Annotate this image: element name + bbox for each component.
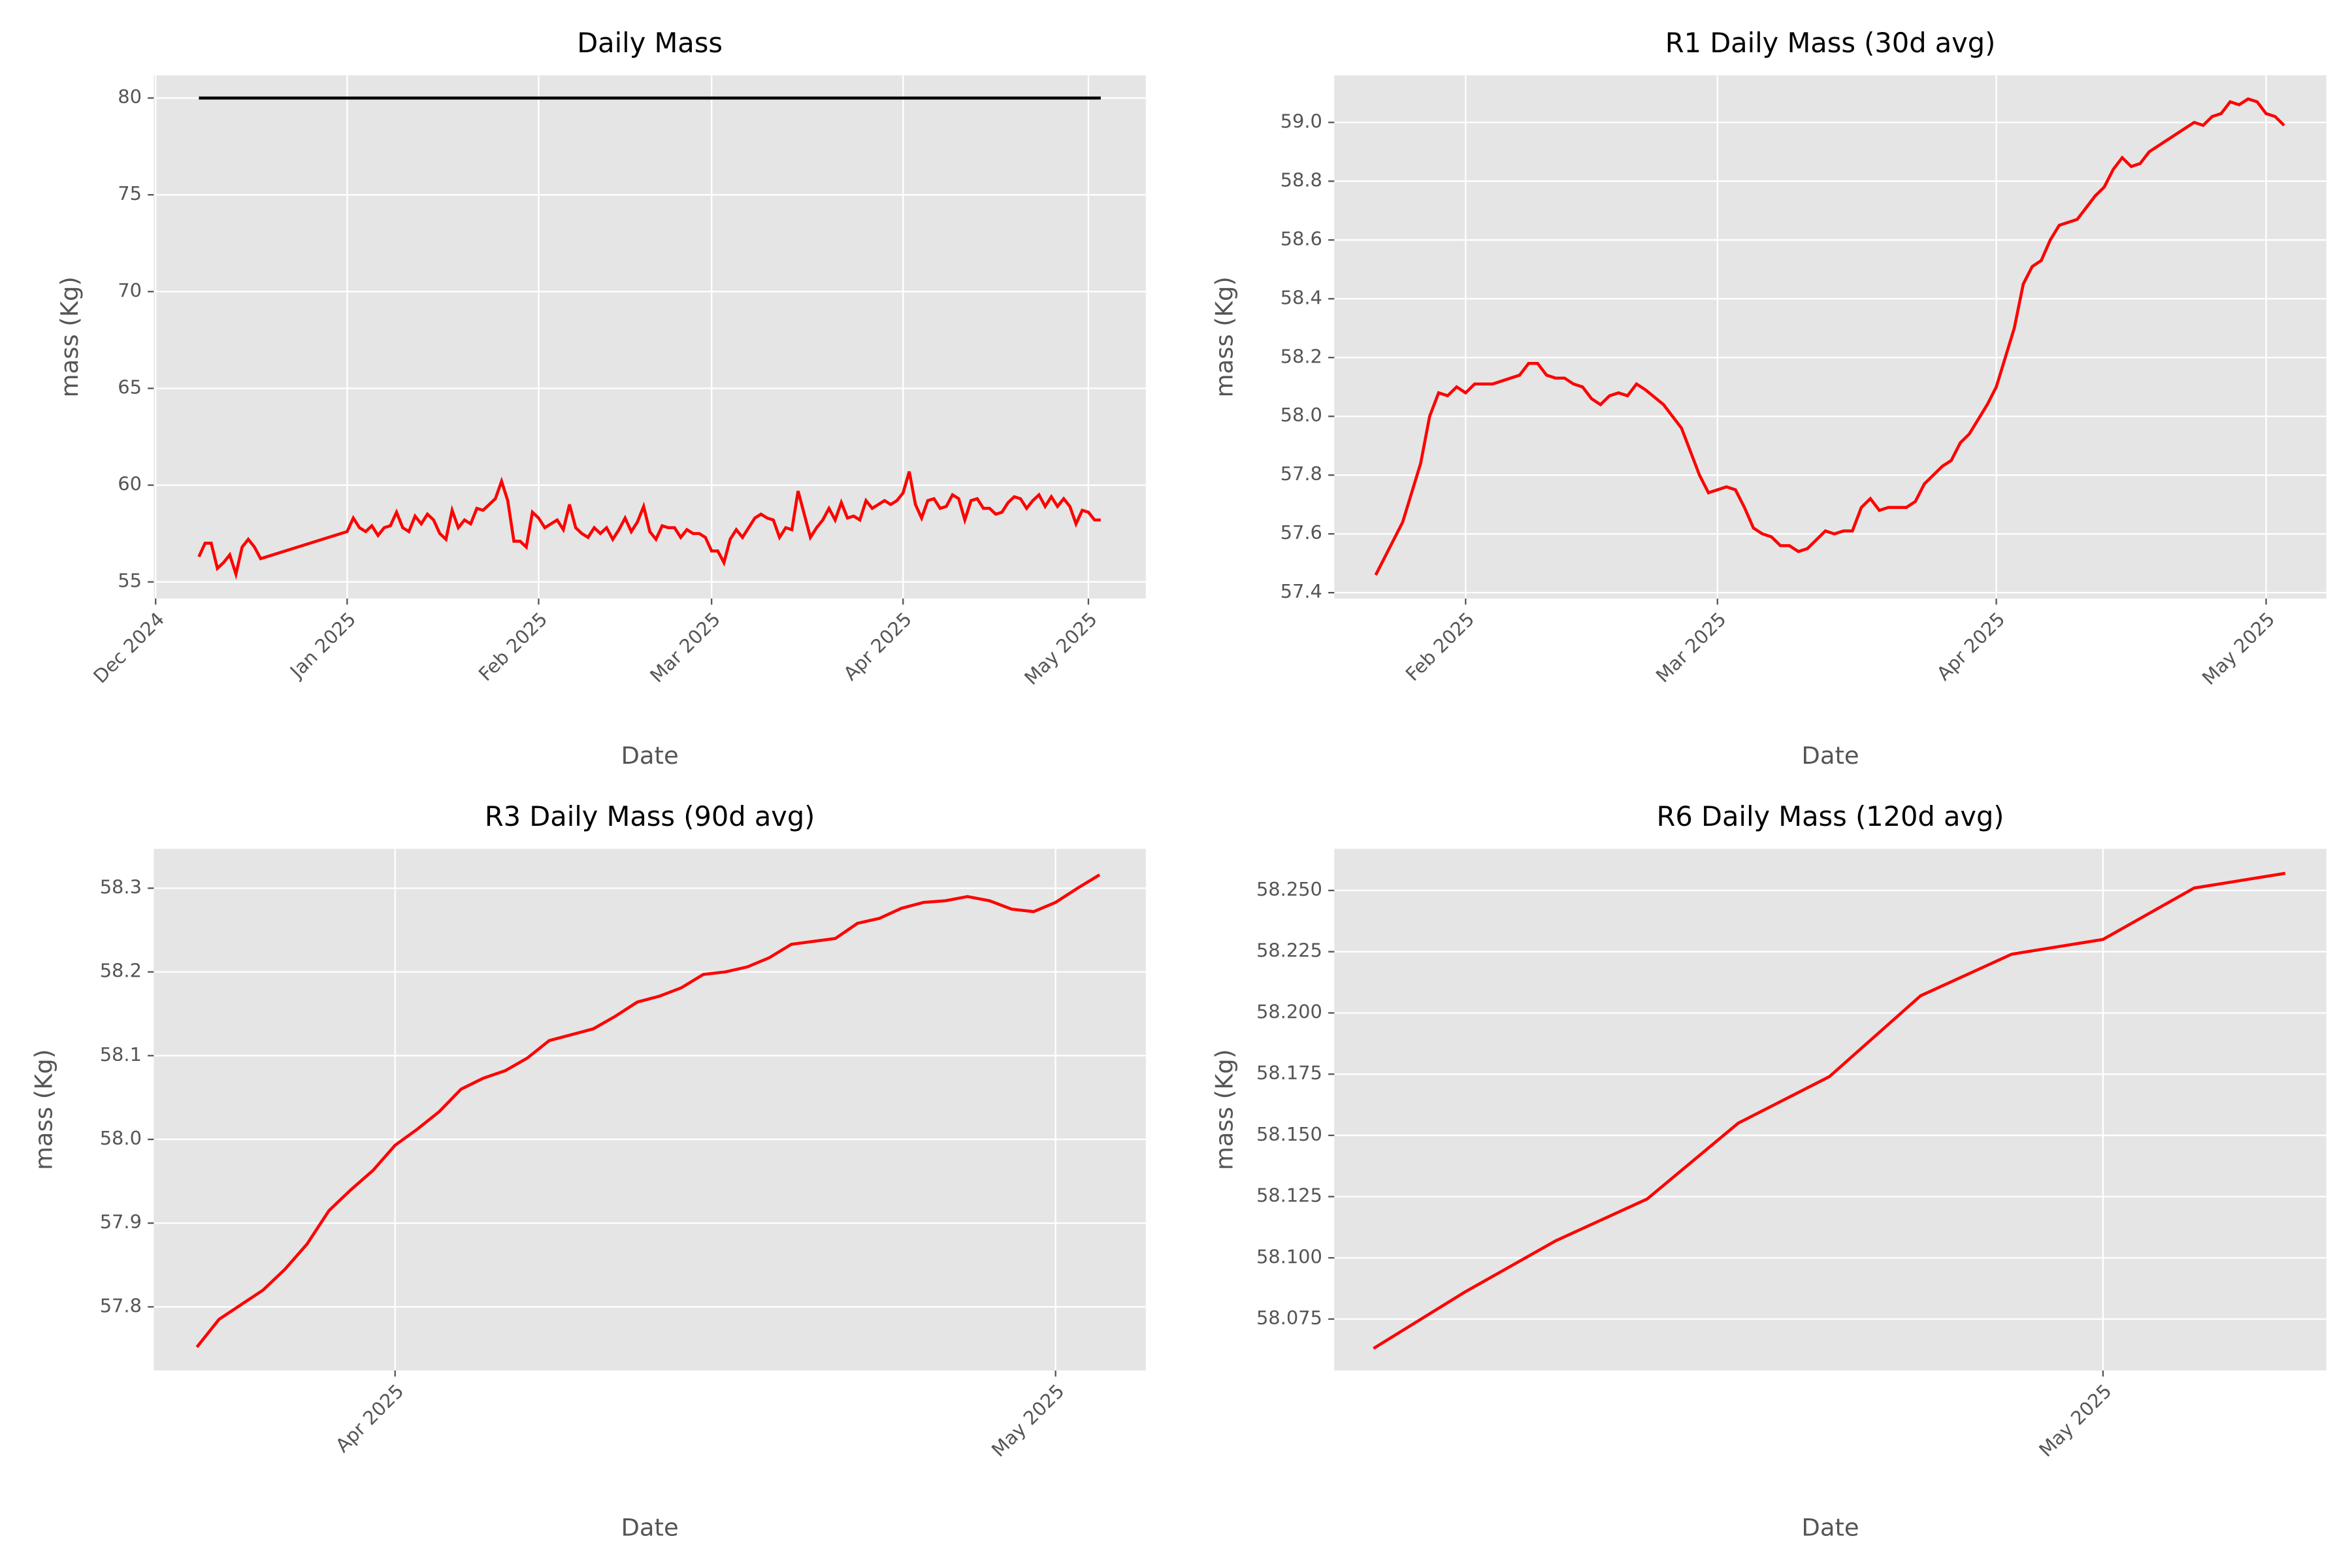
y-tick-label: 65 — [118, 376, 142, 398]
x-tick-label: Feb 2025 — [1401, 608, 1478, 685]
y-tick-label: 58.125 — [1256, 1184, 1322, 1207]
y-tick-label: 57.6 — [1281, 521, 1322, 544]
x-tick-label: May 2025 — [987, 1380, 1069, 1462]
y-tick-label: 57.9 — [100, 1211, 142, 1233]
subplot: Dec 2024 Jan 2025 Feb 2025 Mar 2025 Apr 2025… — [56, 27, 1146, 770]
y-tick-label: 58.4 — [1281, 286, 1322, 308]
chart-title: R1 Daily Mass (30d avg) — [1665, 27, 1996, 59]
plot-area — [154, 75, 1146, 599]
y-tick-label: 58.0 — [100, 1127, 142, 1149]
y-tick-label: 58.200 — [1256, 1000, 1322, 1022]
y-tick-label: 58.1 — [100, 1043, 142, 1066]
x-tick-label: Apr 2025 — [331, 1380, 408, 1457]
y-tick-label: 58.0 — [1281, 404, 1322, 426]
x-tick-label: May 2025 — [2034, 1380, 2116, 1462]
y-axis-label: mass (Kg) — [56, 276, 84, 397]
y-tick-label: 59.0 — [1281, 110, 1322, 132]
y-tick-label: 60 — [118, 473, 142, 495]
y-tick-label: 58.2 — [1281, 345, 1322, 367]
y-tick-label: 58.250 — [1256, 878, 1322, 900]
plot-area — [154, 849, 1146, 1371]
y-tick-label: 58.8 — [1281, 169, 1322, 191]
x-axis-label: Date — [1801, 742, 1859, 770]
y-tick-label: 70 — [118, 279, 142, 301]
y-axis-label: mass (Kg) — [30, 1049, 58, 1170]
x-axis-label: Date — [621, 1514, 679, 1542]
chart-title: R3 Daily Mass (90d avg) — [485, 800, 815, 832]
y-tick-label: 58.3 — [100, 875, 142, 898]
x-tick-label: Jan 2025 — [285, 608, 360, 683]
x-axis-label: Date — [621, 742, 679, 770]
subplot: Feb 2025 Mar 2025 Apr 2025 May 2025 57.4 57.6… — [1211, 27, 2327, 770]
subplot: Apr 2025 May 2025 57.8 57.9 58.0 58.1 58.2 58.3… — [30, 800, 1146, 1542]
y-tick-label: 58.6 — [1281, 227, 1322, 250]
y-tick-label: 80 — [118, 86, 142, 108]
y-tick-label: 57.4 — [1281, 580, 1322, 602]
y-tick-label: 58.225 — [1256, 939, 1322, 962]
plot-area — [1334, 849, 2327, 1371]
y-tick-label: 58.150 — [1256, 1123, 1322, 1145]
data-line — [195, 873, 1101, 1348]
y-tick-label: 58.100 — [1256, 1245, 1322, 1267]
y-tick-label: 57.8 — [100, 1294, 142, 1316]
subplot: May 2025 58.075 58.100 58.125 58.150 58.175 58… — [1211, 800, 2327, 1542]
x-tick-label: Dec 2024 — [89, 608, 169, 687]
x-tick-label: May 2025 — [2198, 608, 2279, 689]
y-tick-label: 55 — [118, 570, 142, 592]
y-tick-label: 57.8 — [1281, 463, 1322, 485]
y-axis-label: mass (Kg) — [1211, 276, 1239, 397]
y-tick-label: 58.175 — [1256, 1062, 1322, 1084]
y-tick-label: 58.2 — [100, 960, 142, 982]
y-axis-label: mass (Kg) — [1211, 1049, 1239, 1170]
x-tick-label: Feb 2025 — [474, 608, 551, 685]
x-tick-label: Mar 2025 — [1652, 608, 1731, 687]
x-tick-label: May 2025 — [1020, 608, 1102, 689]
x-tick-label: Apr 2025 — [1933, 608, 2010, 685]
data-line — [1374, 97, 2285, 576]
data-line — [1373, 872, 2286, 1350]
y-tick-label: 75 — [118, 182, 142, 204]
chart-title: Daily Mass — [577, 27, 723, 59]
data-line — [197, 471, 1101, 580]
x-axis-label: Date — [1801, 1514, 1859, 1542]
chart-title: R6 Daily Mass (120d avg) — [1657, 800, 2004, 832]
x-tick-label: Mar 2025 — [645, 608, 725, 687]
y-tick-label: 58.075 — [1256, 1307, 1322, 1329]
plot-area — [1334, 75, 2327, 599]
x-tick-label: Apr 2025 — [839, 608, 916, 685]
